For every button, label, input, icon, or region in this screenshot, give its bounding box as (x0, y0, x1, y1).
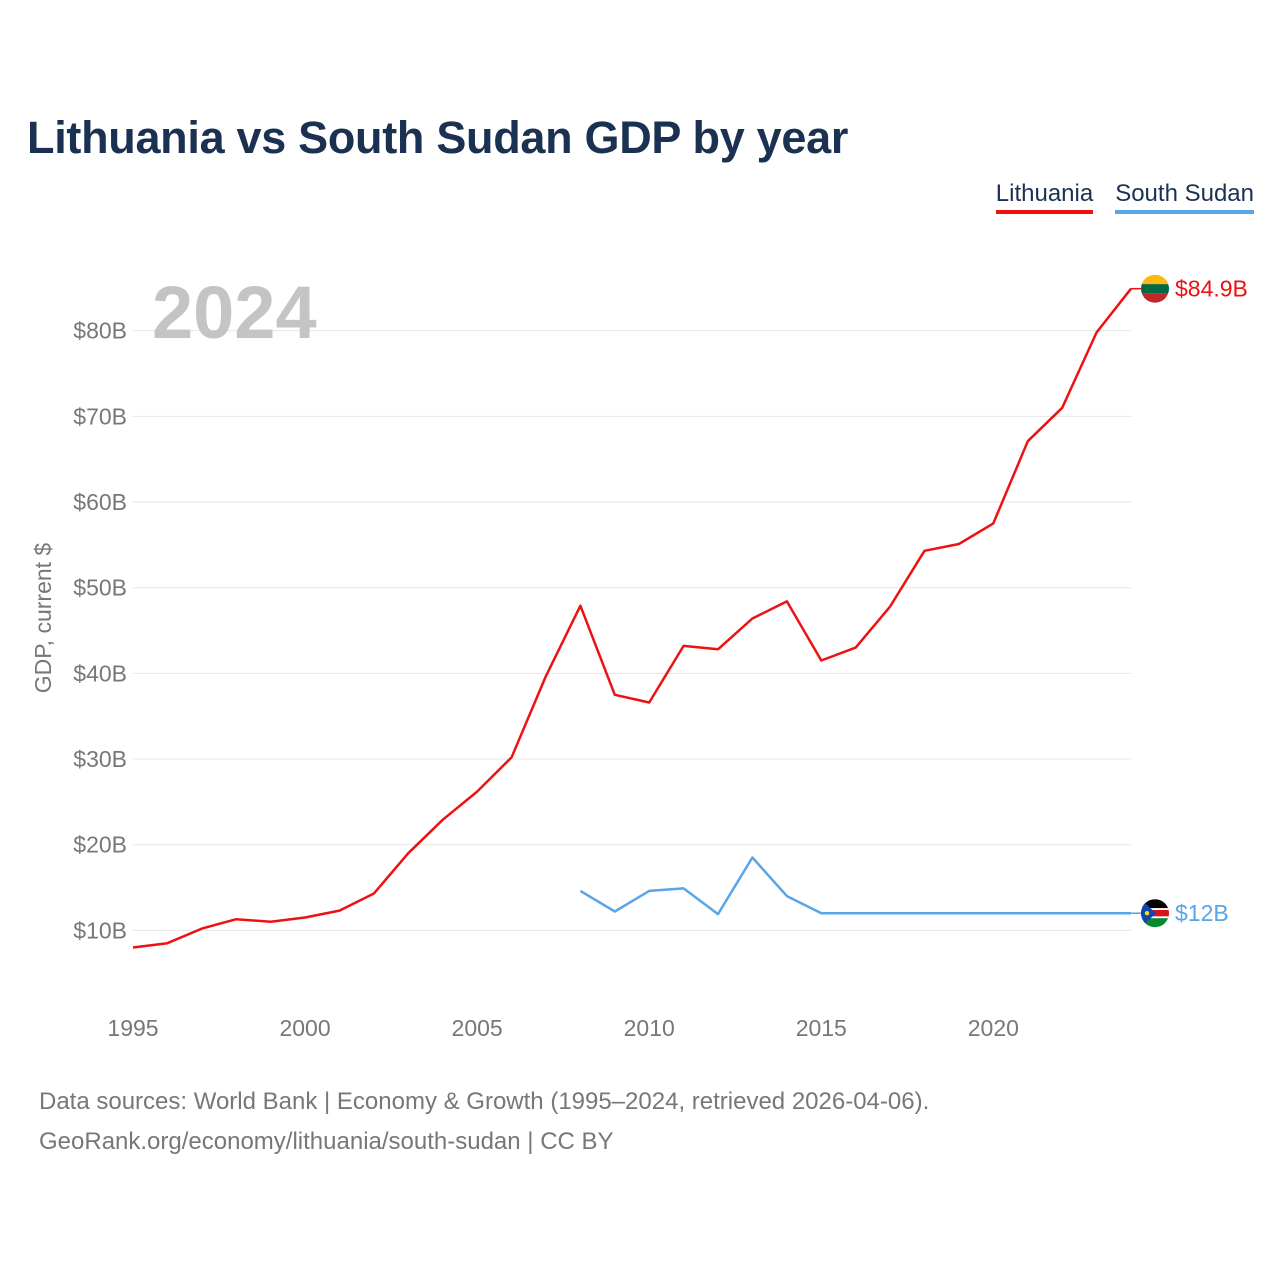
y-tick-label: $50B (73, 575, 127, 601)
end-value-label-lithuania: $84.9B (1175, 276, 1248, 302)
x-axis: 1995 2000 2005 2010 2015 2020 (107, 1015, 1019, 1041)
end-value-label-south-sudan: $12B (1175, 900, 1229, 926)
y-tick-label: $70B (73, 403, 127, 429)
footer: Data sources: World Bank | Economy & Gro… (39, 1082, 929, 1162)
y-tick-label: $60B (73, 489, 127, 515)
x-tick-label: 2000 (279, 1015, 330, 1041)
data-sources-note: Data sources: World Bank | Economy & Gro… (39, 1088, 930, 1115)
x-tick-label: 2010 (624, 1015, 675, 1041)
x-tick-label: 2005 (452, 1015, 503, 1041)
source-url: GeoRank.org/economy/lithuania/south-suda… (39, 1128, 614, 1155)
legend-item-lithuania[interactable]: Lithuania (995, 180, 1094, 214)
grid-layer (133, 330, 1131, 931)
legend: Lithuania South Sudan (995, 180, 1254, 214)
lithuania-flag-icon (1141, 274, 1169, 303)
y-tick-label: $10B (73, 917, 127, 943)
page-title: Lithuania vs South Sudan GDP by year (27, 112, 849, 163)
y-axis: $10B $20B $30B $40B $50B $60B $70B $80B (73, 318, 127, 944)
x-tick-label: 1995 (107, 1015, 158, 1041)
y-tick-label: $80B (73, 318, 127, 344)
series-line-south-sudan (579, 856, 1131, 916)
south-sudan-flag-icon (1141, 899, 1169, 928)
x-tick-label: 2020 (968, 1015, 1019, 1041)
series-line-lithuania (132, 287, 1132, 949)
legend-item-south-sudan[interactable]: South Sudan (1115, 180, 1254, 214)
y-tick-label: $30B (73, 746, 127, 772)
endpoint-layer: $84.9B $12B (1131, 274, 1248, 928)
y-tick-label: $20B (73, 832, 127, 858)
x-tick-label: 2015 (796, 1015, 847, 1041)
series-layer (132, 287, 1132, 949)
year-watermark: 2024 (152, 271, 317, 354)
y-tick-label: $40B (73, 660, 127, 686)
gdp-line-chart: $10B $20B $30B $40B $50B $60B $70B $80B 1995 200… (30, 271, 1248, 1041)
y-axis-title: GDP, current $ (30, 543, 56, 694)
